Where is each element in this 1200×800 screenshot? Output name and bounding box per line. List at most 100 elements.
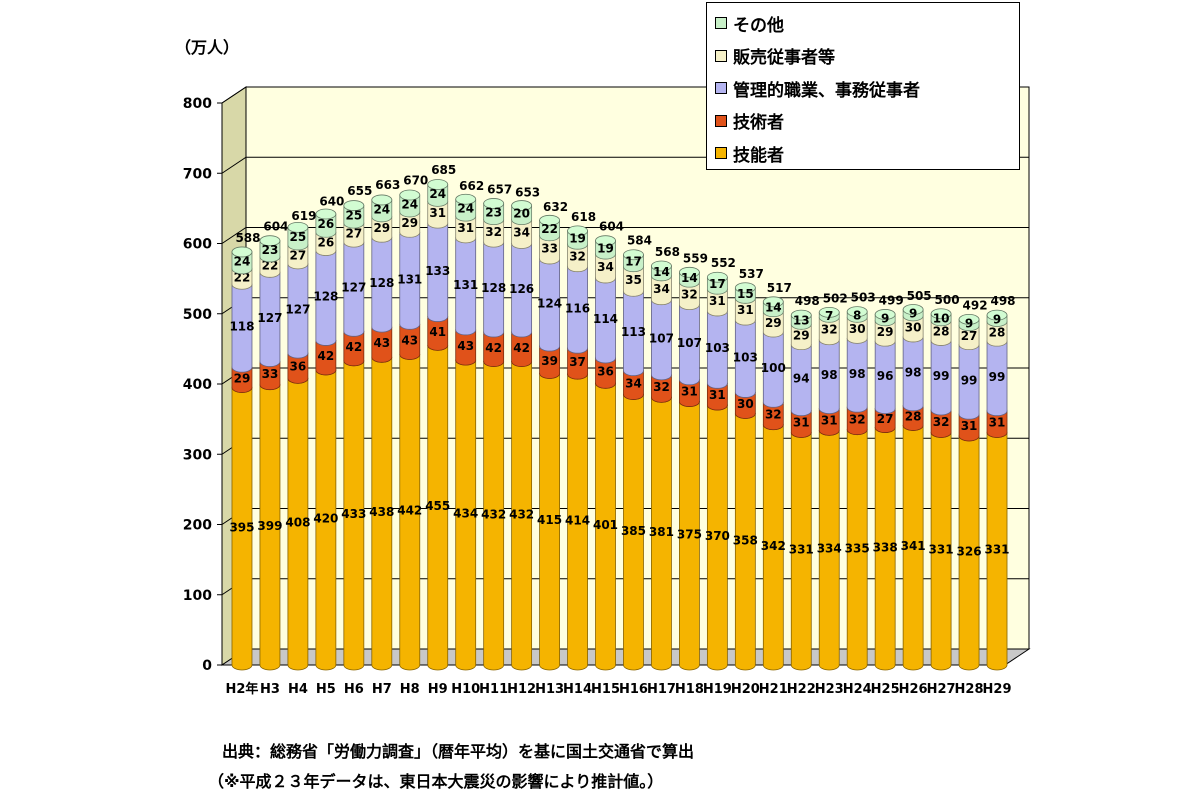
segment-value-label: 29 xyxy=(401,216,418,230)
segment-value-label: 127 xyxy=(341,281,366,295)
bar-total-label: 568 xyxy=(655,245,680,259)
segment-value-label: 8 xyxy=(853,308,861,322)
bar-segment xyxy=(343,222,365,248)
legend-item-sonota: その他 xyxy=(715,7,1011,40)
x-category-label: H3 xyxy=(260,682,280,697)
segment-value-label: 15 xyxy=(737,287,754,301)
legend-label-sonota: その他 xyxy=(733,15,784,36)
bar-segment xyxy=(427,200,449,229)
bar-cap xyxy=(874,309,896,320)
x-category-label: H10 xyxy=(451,682,480,697)
segment-value-label: 26 xyxy=(318,217,335,231)
bar-segment xyxy=(986,340,1008,417)
segment-value-label: 455 xyxy=(425,499,450,513)
segment-value-label: 98 xyxy=(905,365,922,379)
bar-segment xyxy=(343,241,365,337)
bar-segment xyxy=(818,316,840,346)
segment-value-label: 32 xyxy=(849,412,866,426)
segment-value-label: 27 xyxy=(290,248,307,262)
bar-segment xyxy=(399,231,421,330)
bar-cap xyxy=(343,200,365,211)
bar-segment xyxy=(762,311,784,338)
segment-value-label: 7 xyxy=(825,309,833,323)
segment-value-label: 116 xyxy=(565,301,590,315)
bar-segment xyxy=(539,345,560,379)
segment-value-label: 30 xyxy=(737,397,754,411)
segment-value-label: 34 xyxy=(653,282,670,296)
segment-value-label: 338 xyxy=(873,540,898,554)
segment-value-label: 385 xyxy=(621,524,646,538)
bar-segment xyxy=(734,297,756,326)
bar-segment xyxy=(930,340,952,416)
bar-segment xyxy=(902,425,924,671)
segment-value-label: 370 xyxy=(705,529,730,543)
bar-total-label: 640 xyxy=(319,194,344,208)
x-category-label: H25 xyxy=(871,682,900,697)
segment-value-label: 27 xyxy=(345,227,362,241)
bar-segment xyxy=(818,429,840,671)
bar-segment xyxy=(315,250,337,346)
segment-value-label: 128 xyxy=(481,281,506,295)
segment-value-label: 35 xyxy=(625,273,642,287)
segment-value-label: 33 xyxy=(541,241,558,255)
bar-segment xyxy=(818,408,840,436)
bar-cap xyxy=(455,193,477,205)
x-category-label: H27 xyxy=(927,682,956,697)
bar-segment xyxy=(958,435,980,671)
segment-value-label: 31 xyxy=(821,413,838,427)
bar-total-label: 604 xyxy=(599,220,624,234)
bar-segment xyxy=(483,241,505,338)
bar-total-label: 552 xyxy=(711,256,736,270)
segment-value-label: 27 xyxy=(961,329,978,343)
bar-total-label: 498 xyxy=(795,294,820,308)
segment-value-label: 31 xyxy=(429,206,446,220)
bar-segment xyxy=(455,215,477,244)
segment-value-label: 381 xyxy=(649,525,674,539)
bar-segment xyxy=(343,205,365,229)
segment-value-label: 32 xyxy=(765,408,782,422)
bar-segment xyxy=(231,283,253,373)
segment-value-label: 27 xyxy=(877,412,894,426)
legend-label-kanri: 管理的職業、事務従事者 xyxy=(733,80,920,101)
bar-segment xyxy=(343,330,365,367)
bar-segment xyxy=(986,432,1008,671)
segment-value-label: 335 xyxy=(845,541,870,555)
segment-value-label: 43 xyxy=(401,333,418,347)
bar-segment xyxy=(427,222,449,322)
segment-value-label: 22 xyxy=(541,222,558,236)
x-category-label: H23 xyxy=(815,682,844,697)
bar-segment xyxy=(706,404,728,671)
segment-value-label: 42 xyxy=(345,340,362,354)
bar-segment xyxy=(511,219,533,249)
bar-cap xyxy=(567,225,588,237)
segment-value-label: 14 xyxy=(653,265,670,279)
bar-segment xyxy=(567,266,588,354)
bar-cap xyxy=(595,235,616,247)
bar-segment xyxy=(539,373,560,671)
segment-value-label: 31 xyxy=(709,294,726,308)
bar-segment xyxy=(734,413,756,671)
bar-total-label: 662 xyxy=(459,179,484,193)
bar-segment xyxy=(287,377,309,671)
bar-segment xyxy=(315,231,337,256)
segment-value-label: 128 xyxy=(313,289,338,303)
segment-value-label: 341 xyxy=(901,539,926,553)
y-tick-label: 0 xyxy=(202,658,212,674)
segment-value-label: 9 xyxy=(965,317,973,331)
bar-segment xyxy=(790,323,812,351)
y-tick-label: 700 xyxy=(183,166,212,182)
bar-segment xyxy=(846,429,868,671)
legend-item-kanri: 管理的職業、事務従事者 xyxy=(715,72,1011,105)
segment-value-label: 432 xyxy=(481,507,506,521)
segment-value-label: 29 xyxy=(877,325,894,339)
bar-segment xyxy=(595,382,616,671)
segment-value-label: 32 xyxy=(933,415,950,429)
bar-cap xyxy=(259,235,281,247)
bar-segment xyxy=(539,258,560,352)
bar-cap xyxy=(986,309,1008,321)
bar-cap xyxy=(399,189,421,201)
segment-value-label: 24 xyxy=(401,197,418,211)
bar-segment xyxy=(371,356,393,671)
segment-value-label: 34 xyxy=(625,377,642,391)
